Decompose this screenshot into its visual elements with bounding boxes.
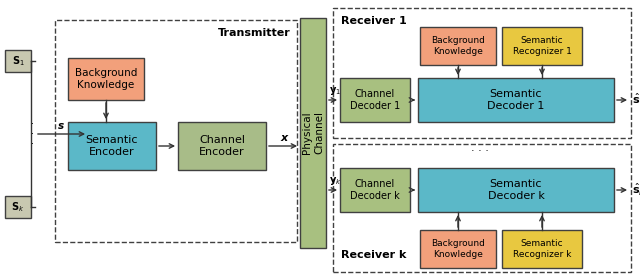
FancyBboxPatch shape [5, 196, 31, 218]
Text: Transmitter: Transmitter [218, 28, 291, 38]
Text: Semantic
Encoder: Semantic Encoder [86, 135, 138, 157]
Text: Background
Knowledge: Background Knowledge [431, 36, 485, 56]
FancyBboxPatch shape [340, 78, 410, 122]
Text: Semantic
Recognizer k: Semantic Recognizer k [513, 239, 571, 259]
Bar [55, 20, 297, 242]
Text: Receiver 1: Receiver 1 [341, 16, 407, 26]
Text: Receiver k: Receiver k [341, 250, 406, 260]
Text: $\mathbf{S}_1$: $\mathbf{S}_1$ [12, 54, 24, 68]
Text: . . .: . . . [471, 143, 489, 153]
Text: Semantic
Decoder 1: Semantic Decoder 1 [487, 89, 545, 111]
Text: s: s [58, 121, 63, 131]
Text: Channel
Decoder k: Channel Decoder k [350, 179, 400, 201]
Text: $\hat{\mathbf{s}}_k$: $\hat{\mathbf{s}}_k$ [632, 182, 640, 198]
FancyBboxPatch shape [420, 27, 496, 65]
Bar [333, 144, 631, 272]
Text: ·
·
·: · · · [31, 119, 35, 149]
Text: Channel
Encoder: Channel Encoder [199, 135, 245, 157]
FancyBboxPatch shape [502, 27, 582, 65]
Text: Background
Knowledge: Background Knowledge [431, 239, 485, 259]
FancyBboxPatch shape [418, 168, 614, 212]
FancyBboxPatch shape [418, 78, 614, 122]
FancyBboxPatch shape [5, 50, 31, 72]
FancyBboxPatch shape [68, 58, 144, 100]
Text: $\hat{\mathbf{s}}_1$: $\hat{\mathbf{s}}_1$ [632, 92, 640, 108]
FancyBboxPatch shape [420, 230, 496, 268]
Text: Channel
Decoder 1: Channel Decoder 1 [350, 89, 400, 111]
FancyBboxPatch shape [68, 122, 156, 170]
Text: Semantic
Recognizer 1: Semantic Recognizer 1 [513, 36, 572, 56]
FancyBboxPatch shape [340, 168, 410, 212]
Text: $\mathbf{y}_k$: $\mathbf{y}_k$ [329, 175, 342, 187]
FancyBboxPatch shape [178, 122, 266, 170]
Text: Semantic
Decoder k: Semantic Decoder k [488, 179, 545, 201]
FancyBboxPatch shape [502, 230, 582, 268]
Text: $\mathbf{y}_1$: $\mathbf{y}_1$ [329, 85, 341, 97]
Text: Background
Knowledge: Background Knowledge [75, 68, 137, 90]
Text: $\mathbf{S}_k$: $\mathbf{S}_k$ [12, 200, 24, 214]
Text: x: x [280, 133, 287, 143]
Text: Physical
Channel: Physical Channel [302, 111, 324, 155]
Bar [333, 8, 631, 138]
FancyBboxPatch shape [300, 18, 326, 248]
